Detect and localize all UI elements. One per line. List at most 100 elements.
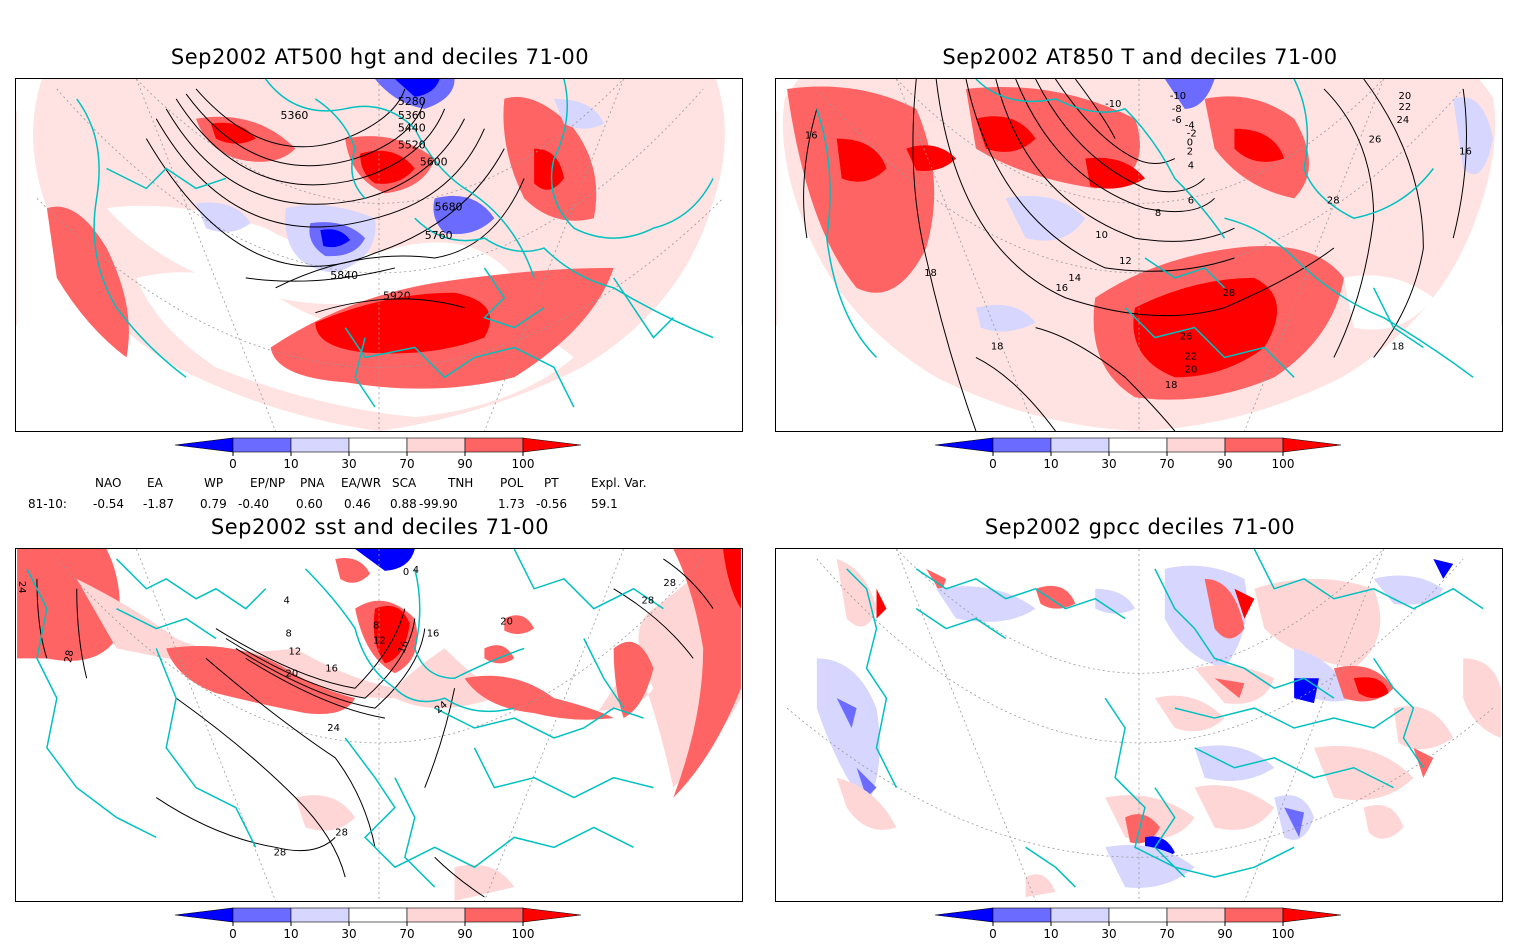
colorbar-tick-label: 10 <box>283 457 298 471</box>
contour-label: 16 <box>805 131 818 142</box>
contour-label: 5920 <box>383 290 411 303</box>
index-header-nao: NAO <box>95 476 122 490</box>
colorbar-tick-label: 10 <box>1043 927 1058 941</box>
colorbar-tick-label: 90 <box>1217 457 1232 471</box>
contour-label: 5440 <box>398 122 426 135</box>
index-value-nao: -0.54 <box>93 497 125 511</box>
contour-label: 20 <box>286 668 299 679</box>
colorbar-tick-label: 30 <box>1101 457 1116 471</box>
contour-label: 16 <box>1459 147 1472 158</box>
contour-label: 24 <box>327 723 340 734</box>
colorbar-segment <box>1108 437 1168 453</box>
index-value-epnp: -0.40 <box>238 497 270 511</box>
panel-4-colorbar: 0 10 30 70 90 100 <box>934 907 1355 948</box>
colorbar-tick-label: 0 <box>989 927 997 941</box>
colorbar-tick-label: 90 <box>457 927 472 941</box>
contour-label: 6 <box>1188 195 1194 206</box>
contour-label: 16 <box>325 663 338 674</box>
colorbar-arrow-high <box>522 907 582 923</box>
contour-label: 0 <box>403 567 409 578</box>
contour-label: 20 <box>500 617 513 628</box>
colorbar-tick-label: 90 <box>1217 927 1232 941</box>
contour-label: 5520 <box>398 139 426 152</box>
colorbar-tick-label: 100 <box>512 457 535 471</box>
index-header-wp: WP <box>204 476 224 490</box>
index-header-tnh: TNH <box>448 476 474 490</box>
index-header-eawr: EA/WR <box>341 476 382 490</box>
contour-label: 26 <box>1369 135 1382 146</box>
contour-label: 22 <box>1185 351 1198 362</box>
index-row-label: 81-10: <box>28 497 67 511</box>
colorbar-svg: 0 10 30 70 90 100 <box>934 437 1342 471</box>
contour-label: 4 <box>284 596 290 607</box>
panel-3-coastlines <box>26 549 664 888</box>
colorbar-segment <box>406 437 466 453</box>
colorbar-tick-label: 70 <box>1159 457 1174 471</box>
contour-label: 18 <box>1165 380 1178 391</box>
contour-label: 18 <box>1392 341 1405 352</box>
colorbar-segment <box>1224 907 1284 923</box>
index-value-wp: 0.79 <box>200 497 227 511</box>
colorbar-tick-label: 100 <box>1272 927 1295 941</box>
colorbar-segment <box>1166 437 1226 453</box>
index-header-ea: EA <box>147 476 163 490</box>
contour-label: 8 <box>286 629 292 640</box>
panel-1-title: Sep2002 AT500 hgt and deciles 71-00 <box>170 45 590 69</box>
colorbar-svg: 0 10 30 70 90 100 <box>174 907 582 941</box>
contour-label: 20 <box>1399 91 1412 102</box>
index-value-pol: 1.73 <box>498 497 525 511</box>
panel-2-map: -10 -10 -8 -6 -4 -2 0 2 4 6 8 10 12 14 1… <box>775 78 1503 432</box>
contour-label: 22 <box>1399 102 1412 113</box>
panel-1-map: 5280 5360 5360 5440 5520 5600 5680 5760 … <box>15 78 743 432</box>
contour-label: -2 <box>1187 129 1197 140</box>
colorbar-segment <box>992 437 1052 453</box>
contour-label: 5840 <box>330 269 358 282</box>
colorbar-tick-label: 10 <box>1043 457 1058 471</box>
colorbar-segment <box>348 437 408 453</box>
index-header-pol: POL <box>500 476 524 490</box>
colorbar-arrow-high <box>522 437 582 453</box>
contour-label: 12 <box>373 635 386 646</box>
colorbar-segment <box>1224 437 1284 453</box>
panel-1-map-canvas: 5280 5360 5360 5440 5520 5600 5680 5760 … <box>16 79 742 431</box>
contour-label: 28 <box>1327 195 1340 206</box>
colorbar-arrow-low <box>174 907 234 923</box>
contour-label: 28 <box>642 596 655 607</box>
colorbar-segment <box>1166 907 1226 923</box>
outside-disc-left <box>17 79 380 431</box>
contour-label: -8 <box>1172 104 1182 115</box>
colorbar-segment <box>406 907 466 923</box>
colorbar-arrow-high <box>1282 437 1342 453</box>
panel-4-map <box>775 548 1503 902</box>
contour-label: 4 <box>1188 160 1194 171</box>
colorbar-arrow-low <box>934 437 994 453</box>
contour-label: 10 <box>1095 230 1108 241</box>
panel-2-contour-labels: -10 -10 -8 -6 -4 -2 0 2 4 6 8 10 12 14 1… <box>805 91 1472 391</box>
contour-label: -6 <box>1172 115 1182 126</box>
contour-label: -10 <box>1170 91 1186 102</box>
contour-label: 5600 <box>420 156 448 169</box>
panel-3-contour-labels: 24 28 4 8 12 16 20 24 28 28 0 4 8 12 16 … <box>16 565 676 858</box>
panel-2-colorbar: 0 10 30 70 90 100 <box>934 437 1355 478</box>
panel-1-lat-lon-grid <box>36 79 724 431</box>
colorbar-segment <box>1050 437 1110 453</box>
colorbar-tick-label: 10 <box>283 927 298 941</box>
contour-label: 5760 <box>425 229 453 242</box>
contour-label: 8 <box>373 621 379 632</box>
panel-1-contour-labels: 5280 5360 5360 5440 5520 5600 5680 5760 … <box>281 95 463 303</box>
contour-label: 26 <box>1180 332 1193 343</box>
colorbar-segment <box>1050 907 1110 923</box>
colorbar-tick-label: 0 <box>989 457 997 471</box>
contour-label: 5360 <box>281 109 309 122</box>
index-value-explvar: 59.1 <box>591 497 618 511</box>
colorbar-arrow-high <box>1282 907 1342 923</box>
panel-4-precip-deciles <box>816 558 1501 898</box>
colorbar-segment <box>232 437 292 453</box>
index-value-pt: -0.56 <box>536 497 568 511</box>
index-header-explvar: Expl. Var. <box>591 476 647 490</box>
colorbar-tick-label: 30 <box>1101 927 1116 941</box>
contour-label: 2 <box>1187 147 1193 158</box>
contour-label: 24 <box>16 581 27 594</box>
colorbar-segment <box>290 437 350 453</box>
index-value-pna: 0.60 <box>296 497 323 511</box>
